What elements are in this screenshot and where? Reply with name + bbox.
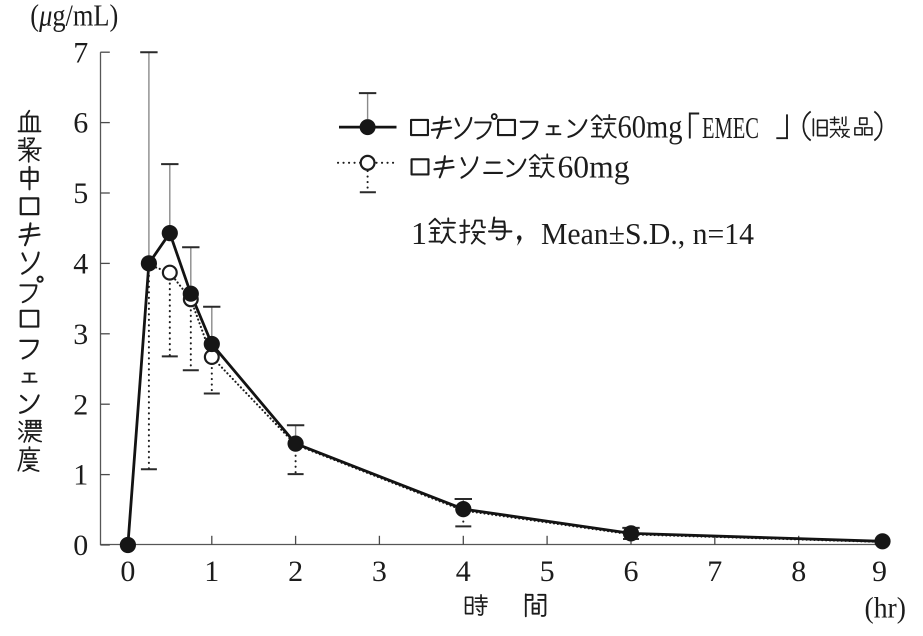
- svg-text:1: 1: [411, 215, 427, 251]
- svg-text:2: 2: [73, 388, 88, 421]
- svg-text:9: 9: [872, 555, 887, 588]
- svg-text:0: 0: [73, 529, 88, 562]
- svg-text:6: 6: [73, 107, 88, 140]
- svg-text:60mg: 60mg: [558, 149, 630, 185]
- svg-text:7: 7: [73, 36, 88, 69]
- svg-text:1: 1: [204, 555, 219, 588]
- svg-text:4: 4: [73, 248, 88, 281]
- svg-text:0: 0: [120, 555, 135, 588]
- svg-text:2: 2: [288, 555, 303, 588]
- svg-text:5: 5: [73, 177, 88, 210]
- svg-text:6: 6: [624, 555, 639, 588]
- svg-text:(μg/mL): (μg/mL): [30, 0, 118, 33]
- svg-text:60mg: 60mg: [618, 110, 683, 146]
- svg-text:5: 5: [540, 555, 555, 588]
- svg-text:7: 7: [707, 555, 722, 588]
- svg-text:8: 8: [791, 555, 806, 588]
- svg-text:3: 3: [73, 318, 88, 351]
- svg-text:EMEC: EMEC: [702, 110, 759, 145]
- svg-text:4: 4: [456, 555, 471, 588]
- svg-text:Mean±S.D., n=14: Mean±S.D., n=14: [541, 216, 754, 251]
- svg-text:(hr): (hr): [865, 592, 907, 625]
- svg-text:3: 3: [372, 555, 387, 588]
- svg-text:1: 1: [73, 459, 88, 492]
